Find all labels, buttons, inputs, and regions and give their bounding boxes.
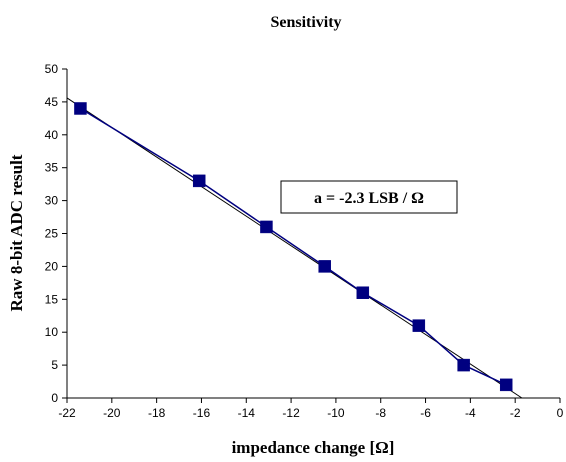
y-tick-label: 25	[45, 227, 59, 241]
y-tick-label: 40	[45, 128, 59, 142]
data-point	[260, 220, 273, 234]
x-tick-label: -8	[375, 406, 386, 420]
y-tick-label: 20	[45, 259, 59, 273]
y-tick-label: 15	[45, 292, 59, 306]
x-tick-label: 0	[557, 406, 564, 420]
x-tick-label: -18	[148, 406, 166, 420]
y-ticks: 0 5 10 15 20 25 30 35 40 45 50	[45, 62, 67, 405]
data-point	[192, 174, 206, 188]
data-point	[318, 260, 331, 273]
y-tick-label: 35	[45, 161, 59, 175]
chart-title: Sensitivity	[270, 14, 341, 31]
x-tick-label: -22	[58, 406, 76, 420]
annotation-text: a = -2.3 LSB / Ω	[314, 190, 424, 207]
slope-annotation: a = -2.3 LSB / Ω	[280, 180, 458, 214]
x-axis-label: impedance change [Ω]	[232, 438, 395, 457]
x-tick-label: -10	[327, 406, 345, 420]
data-point	[356, 286, 370, 299]
x-tick-label: -14	[238, 406, 256, 420]
y-axis-label: Raw 8-bit ADC result	[7, 154, 26, 311]
y-tick-label: 5	[51, 358, 58, 372]
data-point	[412, 319, 426, 332]
x-tick-label: -4	[465, 406, 476, 420]
data-point	[74, 102, 87, 115]
trendline	[66, 97, 523, 399]
data-markers	[74, 102, 513, 392]
x-ticks: -22 -20 -18 -16 -14 -12 -10 -8 -6 -4 -2 0	[58, 398, 564, 420]
y-tick-label: 30	[45, 194, 59, 208]
y-tick-label: 45	[45, 95, 59, 109]
annotation-box	[280, 180, 458, 214]
x-tick-label: -2	[510, 406, 521, 420]
x-tick-label: -20	[103, 406, 121, 420]
series-line	[80, 107, 507, 386]
x-tick-label: -12	[282, 406, 300, 420]
y-tick-label: 50	[45, 62, 59, 76]
data-point	[457, 358, 470, 372]
x-tick-label: -16	[193, 406, 211, 420]
data-point	[499, 378, 513, 392]
y-tick-label: 10	[45, 325, 59, 339]
y-tick-label: 0	[51, 391, 58, 405]
x-tick-label: -6	[420, 406, 431, 420]
